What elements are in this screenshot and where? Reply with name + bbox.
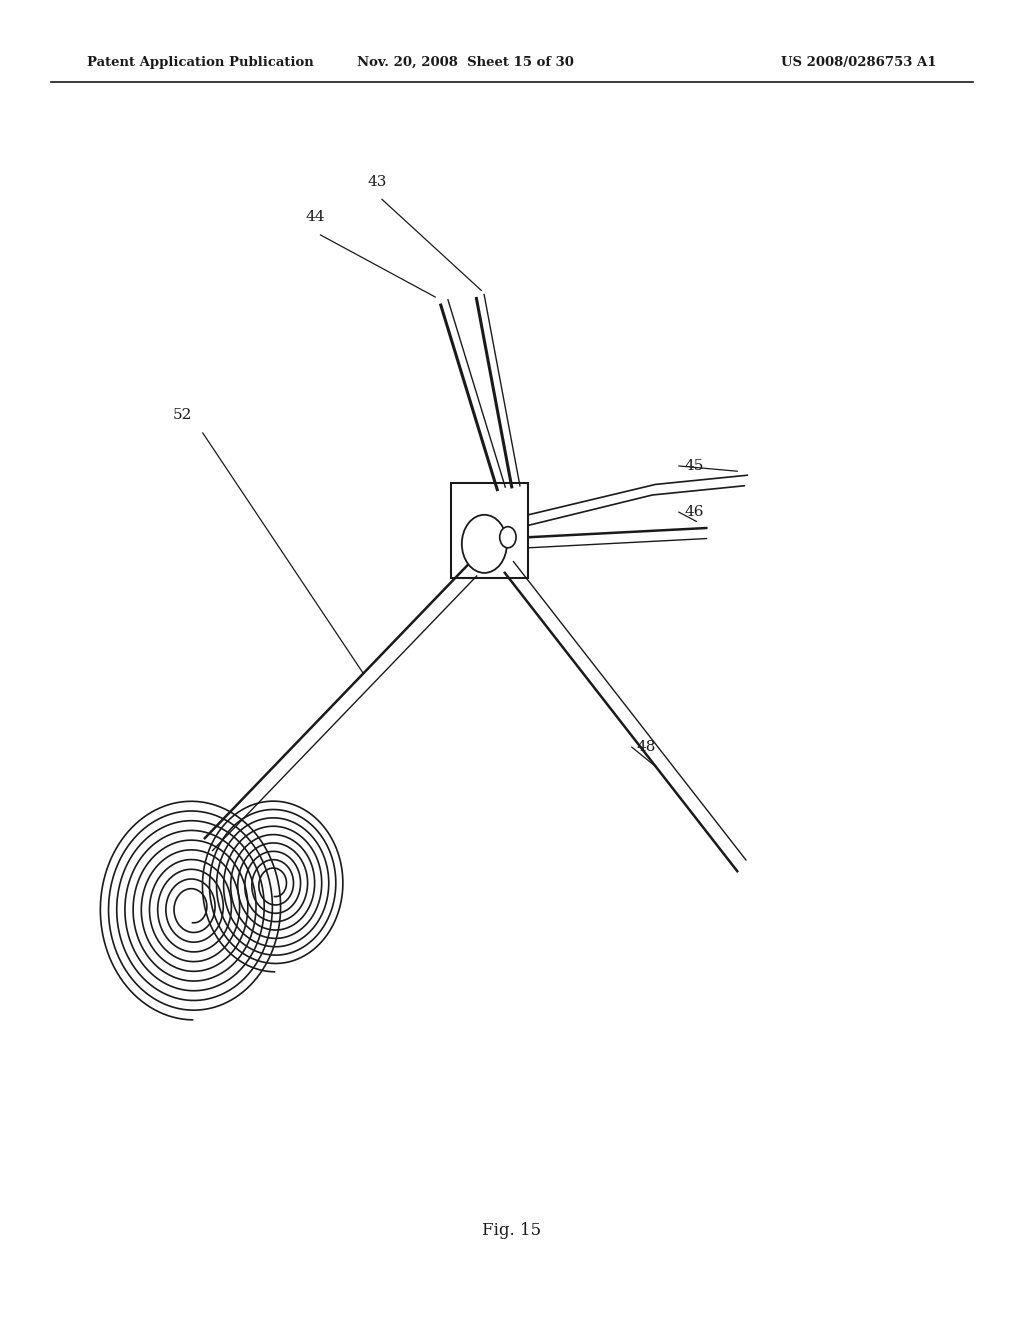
Text: 44: 44: [305, 210, 326, 224]
Bar: [451, 483, 528, 578]
Text: 48: 48: [637, 741, 656, 754]
Circle shape: [500, 527, 516, 548]
Text: Nov. 20, 2008  Sheet 15 of 30: Nov. 20, 2008 Sheet 15 of 30: [357, 55, 574, 69]
Text: Fig. 15: Fig. 15: [482, 1222, 542, 1238]
Text: 45: 45: [684, 459, 703, 473]
Text: Patent Application Publication: Patent Application Publication: [87, 55, 313, 69]
Circle shape: [462, 515, 507, 573]
Text: 52: 52: [173, 408, 193, 422]
Text: US 2008/0286753 A1: US 2008/0286753 A1: [781, 55, 937, 69]
Text: 46: 46: [684, 506, 703, 519]
Text: 43: 43: [368, 174, 386, 189]
